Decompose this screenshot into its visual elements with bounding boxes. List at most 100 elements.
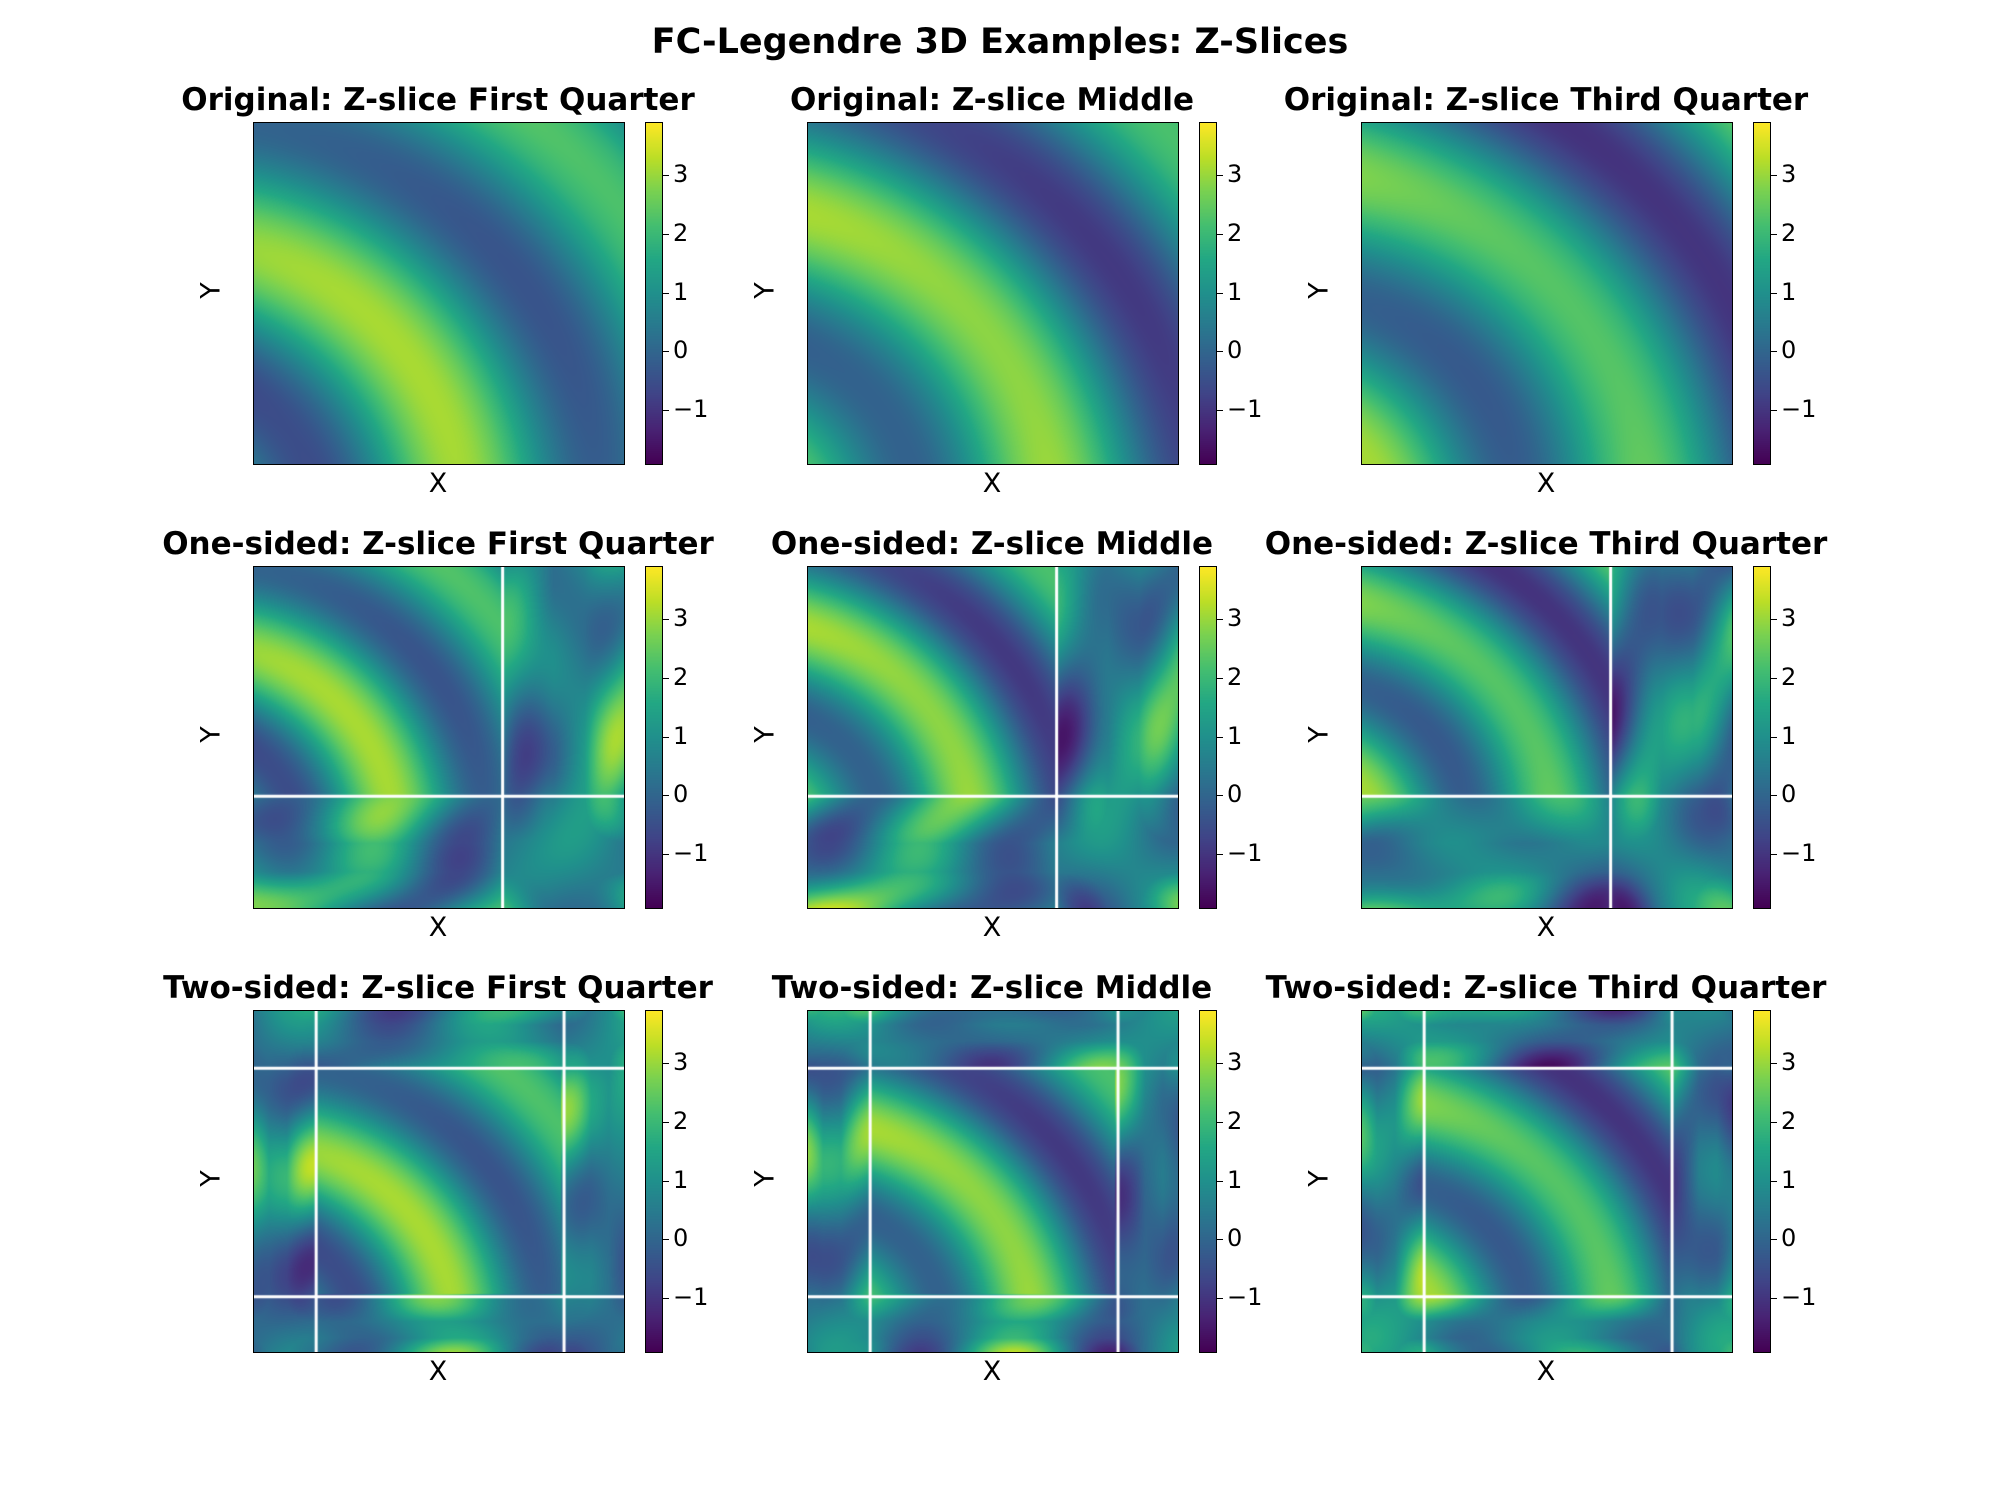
colorbar-tick-mark	[1771, 1180, 1777, 1182]
y-axis-label: Y	[749, 281, 781, 299]
colorbar-tick-label: 1	[1781, 1165, 1797, 1194]
colorbar-tick-mark	[663, 854, 669, 856]
colorbar-tick-label: 3	[673, 159, 689, 188]
colorbar-tick-label: 1	[673, 721, 689, 750]
y-axis-label: Y	[749, 725, 781, 743]
y-axis-label: Y	[195, 281, 227, 299]
colorbar-tick-label: 3	[673, 1047, 689, 1076]
y-axis-label: Y	[1303, 725, 1335, 743]
colorbar-tick-mark	[1771, 795, 1777, 797]
panel-title: One-sided: Z-slice Third Quarter	[1264, 526, 1828, 562]
colorbar-tick-label: −1	[1227, 839, 1263, 868]
colorbar-tick-label: 0	[1227, 1224, 1243, 1253]
colorbar-tick-label: 2	[1781, 662, 1797, 691]
colorbar-tick-mark	[1771, 618, 1777, 620]
colorbar-tick-label: 1	[1781, 721, 1797, 750]
heatmap-panel	[807, 122, 1179, 465]
colorbar-tick-mark	[1771, 233, 1777, 235]
heatmap-panel	[253, 566, 625, 909]
colorbar-tick-mark	[1217, 1239, 1223, 1241]
colorbar-tick-label: 0	[1781, 1224, 1797, 1253]
heatmap-panel	[807, 1010, 1179, 1353]
colorbar-tick-label: 2	[1227, 662, 1243, 691]
colorbar	[1199, 566, 1217, 909]
colorbar-tick-label: −1	[1781, 839, 1817, 868]
colorbar-tick-mark	[663, 795, 669, 797]
colorbar-tick-label: −1	[1227, 395, 1263, 424]
panel-title: Two-sided: Z-slice Middle	[771, 970, 1213, 1006]
x-axis-label: X	[428, 468, 448, 499]
colorbar-tick-label: 2	[673, 662, 689, 691]
colorbar-tick-mark	[663, 1298, 669, 1300]
heatmap-panel	[807, 566, 1179, 909]
colorbar-tick-mark	[1217, 174, 1223, 176]
colorbar-tick-label: −1	[1781, 395, 1817, 424]
colorbar-tick-mark	[1771, 1121, 1777, 1123]
panel-title: One-sided: Z-slice Middle	[770, 526, 1214, 562]
x-axis-label: X	[982, 468, 1002, 499]
x-axis-label: X	[1536, 1356, 1556, 1387]
colorbar-tick-mark	[1217, 736, 1223, 738]
colorbar-tick-mark	[1217, 1298, 1223, 1300]
colorbar-tick-mark	[1217, 854, 1223, 856]
y-axis-label: Y	[1303, 281, 1335, 299]
colorbar-tick-mark	[663, 351, 669, 353]
colorbar-tick-mark	[663, 233, 669, 235]
colorbar-tick-label: 2	[673, 1106, 689, 1135]
colorbar-tick-label: 0	[673, 336, 689, 365]
colorbar-tick-label: 2	[1227, 218, 1243, 247]
colorbar-tick-mark	[663, 677, 669, 679]
colorbar-tick-label: 3	[1227, 1047, 1243, 1076]
colorbar-tick-label: 3	[1781, 1047, 1797, 1076]
colorbar-tick-label: −1	[673, 839, 709, 868]
heatmap-panel	[1361, 1010, 1733, 1353]
colorbar-tick-mark	[1217, 410, 1223, 412]
colorbar	[645, 566, 663, 909]
colorbar	[1199, 122, 1217, 465]
y-axis-label: Y	[195, 725, 227, 743]
colorbar-tick-mark	[1217, 1180, 1223, 1182]
colorbar-tick-label: 2	[673, 218, 689, 247]
colorbar-tick-mark	[1771, 736, 1777, 738]
colorbar-tick-mark	[1771, 1298, 1777, 1300]
colorbar	[645, 122, 663, 465]
colorbar-tick-mark	[1217, 233, 1223, 235]
colorbar-tick-label: 0	[673, 1224, 689, 1253]
colorbar-tick-mark	[663, 292, 669, 294]
heatmap-panel	[1361, 566, 1733, 909]
colorbar-tick-mark	[1217, 795, 1223, 797]
colorbar-tick-mark	[1217, 292, 1223, 294]
colorbar-tick-label: 2	[1781, 1106, 1797, 1135]
colorbar-tick-label: 0	[1227, 780, 1243, 809]
x-axis-label: X	[1536, 912, 1556, 943]
panel-title: One-sided: Z-slice First Quarter	[162, 526, 714, 562]
colorbar-tick-label: 1	[673, 277, 689, 306]
colorbar	[645, 1010, 663, 1353]
colorbar-tick-label: 0	[1227, 336, 1243, 365]
colorbar-tick-mark	[1771, 351, 1777, 353]
colorbar-tick-label: 1	[1781, 277, 1797, 306]
x-axis-label: X	[982, 1356, 1002, 1387]
colorbar-tick-mark	[1771, 410, 1777, 412]
colorbar-tick-mark	[663, 618, 669, 620]
colorbar-tick-label: 3	[1227, 603, 1243, 632]
colorbar	[1753, 566, 1771, 909]
colorbar-tick-mark	[663, 410, 669, 412]
colorbar-tick-label: 1	[1227, 277, 1243, 306]
panel-title: Two-sided: Z-slice Third Quarter	[1265, 970, 1827, 1006]
heatmap-panel	[1361, 122, 1733, 465]
colorbar-tick-label: 3	[1781, 603, 1797, 632]
colorbar-tick-mark	[1217, 677, 1223, 679]
colorbar-tick-label: 2	[1781, 218, 1797, 247]
colorbar-tick-label: 3	[1781, 159, 1797, 188]
colorbar-tick-label: 2	[1227, 1106, 1243, 1135]
colorbar-tick-label: −1	[673, 1283, 709, 1312]
y-axis-label: Y	[749, 1169, 781, 1187]
colorbar-tick-mark	[1771, 1062, 1777, 1064]
panel-title: Original: Z-slice Middle	[789, 82, 1195, 118]
heatmap-panel	[253, 122, 625, 465]
colorbar	[1753, 1010, 1771, 1353]
colorbar-tick-label: 1	[673, 1165, 689, 1194]
heatmap-panel	[253, 1010, 625, 1353]
